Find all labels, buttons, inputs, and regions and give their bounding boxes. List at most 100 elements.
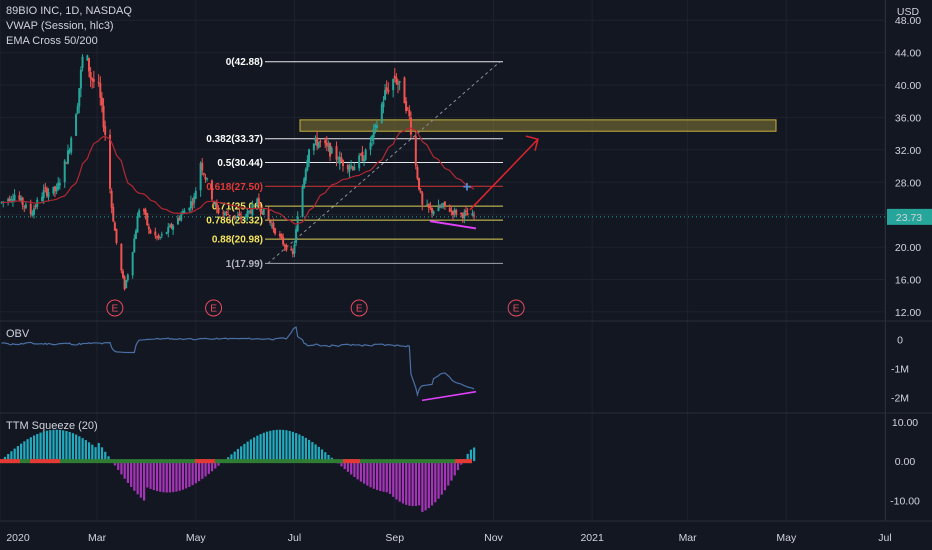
- ttm-histogram-bar: [324, 452, 327, 462]
- candle-body: [193, 196, 196, 203]
- price-tick-label: 28.00: [895, 177, 921, 189]
- candle-body: [225, 211, 228, 213]
- ttm-histogram-bar: [71, 433, 75, 462]
- candle-body: [452, 211, 455, 215]
- candle-body: [32, 208, 35, 215]
- candle-body: [408, 109, 411, 117]
- fib-level-label: 0.618(27.50): [206, 182, 263, 193]
- candle-body: [369, 142, 372, 150]
- ttm-histogram-bar: [430, 461, 434, 506]
- fib-level-label: 0.5(30.44): [217, 158, 263, 169]
- candle-body: [306, 159, 309, 171]
- ttm-histogram-bar: [100, 447, 104, 462]
- ttm-histogram-bar: [185, 461, 188, 489]
- ttm-histogram-bar: [340, 461, 343, 467]
- ttm-histogram-bar: [7, 454, 10, 462]
- ttm-histogram-bar: [55, 429, 58, 462]
- ttm-histogram-bar: [162, 461, 165, 493]
- ttm-histogram-bar: [369, 461, 372, 488]
- candle-body: [291, 250, 294, 254]
- candle-body: [217, 209, 220, 214]
- candle-body: [325, 142, 328, 146]
- obv-trendline: [421, 390, 477, 402]
- target-arrow-head: [525, 135, 539, 151]
- candle-body: [442, 203, 445, 206]
- ttm-histogram-bar: [91, 444, 94, 462]
- ttm-histogram-bar: [301, 436, 304, 462]
- ttm-histogram-bar: [456, 461, 460, 471]
- ttm-histogram-bar: [395, 461, 398, 500]
- candle-body: [414, 136, 417, 166]
- symbol-title: 89BIO INC, 1D, NASDAQ: [6, 5, 132, 17]
- ttm-histogram-bar: [304, 437, 307, 462]
- candle-body: [335, 146, 338, 160]
- candle-body: [97, 82, 100, 84]
- candle-body: [31, 212, 34, 216]
- ttm-histogram-bar: [130, 461, 133, 487]
- fib-level-label: 0.786(23.32): [206, 216, 263, 227]
- time-tick-label: Jul: [288, 532, 301, 544]
- ttm-histogram-bar: [87, 442, 91, 462]
- ttm-histogram-bar: [424, 461, 427, 511]
- ttm-histogram-bar: [149, 461, 152, 489]
- candle-body: [409, 117, 412, 135]
- candle-body: [285, 244, 288, 251]
- ttm-histogram-bar: [146, 461, 149, 488]
- ttm-histogram-bar: [453, 461, 456, 476]
- candle-body: [144, 209, 147, 215]
- candle-body: [104, 126, 107, 135]
- candle-body: [110, 191, 113, 208]
- ttm-histogram-bar: [198, 461, 201, 482]
- candle-body: [463, 212, 466, 219]
- ttm-histogram-bar: [473, 447, 476, 462]
- fib-level-label: 1(17.99): [226, 259, 263, 270]
- ttm-histogram-bar: [214, 461, 217, 469]
- price-tick-label: 12.00: [895, 307, 921, 319]
- ttm-histogram-bar: [421, 461, 424, 513]
- candle-body: [100, 97, 103, 106]
- ttm-histogram-bar: [443, 461, 447, 491]
- ttm-histogram-bar: [159, 461, 162, 492]
- candle-body: [443, 201, 446, 207]
- time-tick-label: 2021: [580, 532, 604, 544]
- obv-tick-label: -2M: [891, 392, 909, 404]
- ttm-histogram-bar: [84, 440, 87, 462]
- ttm-tick-label: 0.00: [895, 456, 916, 468]
- ttm-histogram-bar: [68, 431, 71, 462]
- candle-body: [58, 183, 61, 186]
- ttm-histogram-bar: [201, 461, 204, 479]
- obv-legend: OBV: [6, 328, 30, 340]
- ttm-histogram-bar: [282, 429, 285, 462]
- ttm-histogram-bar: [440, 461, 443, 495]
- candle-body: [406, 107, 409, 109]
- candle-body: [210, 180, 213, 200]
- candle-body: [7, 199, 10, 201]
- candle-body: [427, 203, 430, 208]
- candle-body: [421, 192, 424, 205]
- candle-body: [282, 237, 285, 245]
- candle-body: [189, 201, 192, 209]
- candle-body: [303, 178, 306, 188]
- candle-body: [397, 83, 400, 85]
- time-tick-label: Mar: [679, 532, 698, 544]
- ttm-histogram-bar: [278, 429, 282, 462]
- ttm-histogram-bar: [49, 430, 52, 462]
- candle-body: [395, 77, 398, 84]
- price-tick-label: 20.00: [895, 242, 921, 254]
- candle-body: [319, 141, 322, 143]
- candle-body: [464, 210, 467, 213]
- plus-marker: +: [463, 178, 472, 195]
- time-tick-label: May: [186, 532, 207, 544]
- candle-body: [450, 210, 453, 212]
- candle-body: [227, 214, 230, 216]
- candle-body: [133, 238, 136, 253]
- ttm-histogram-bar: [405, 461, 408, 505]
- ttm-histogram-bar: [175, 461, 178, 492]
- candle-body: [13, 194, 16, 202]
- candle-body: [473, 215, 476, 217]
- ttm-histogram-bar: [188, 461, 191, 487]
- candle-body: [301, 186, 304, 217]
- candle-body: [222, 212, 225, 214]
- ttm-histogram-bar: [385, 461, 388, 493]
